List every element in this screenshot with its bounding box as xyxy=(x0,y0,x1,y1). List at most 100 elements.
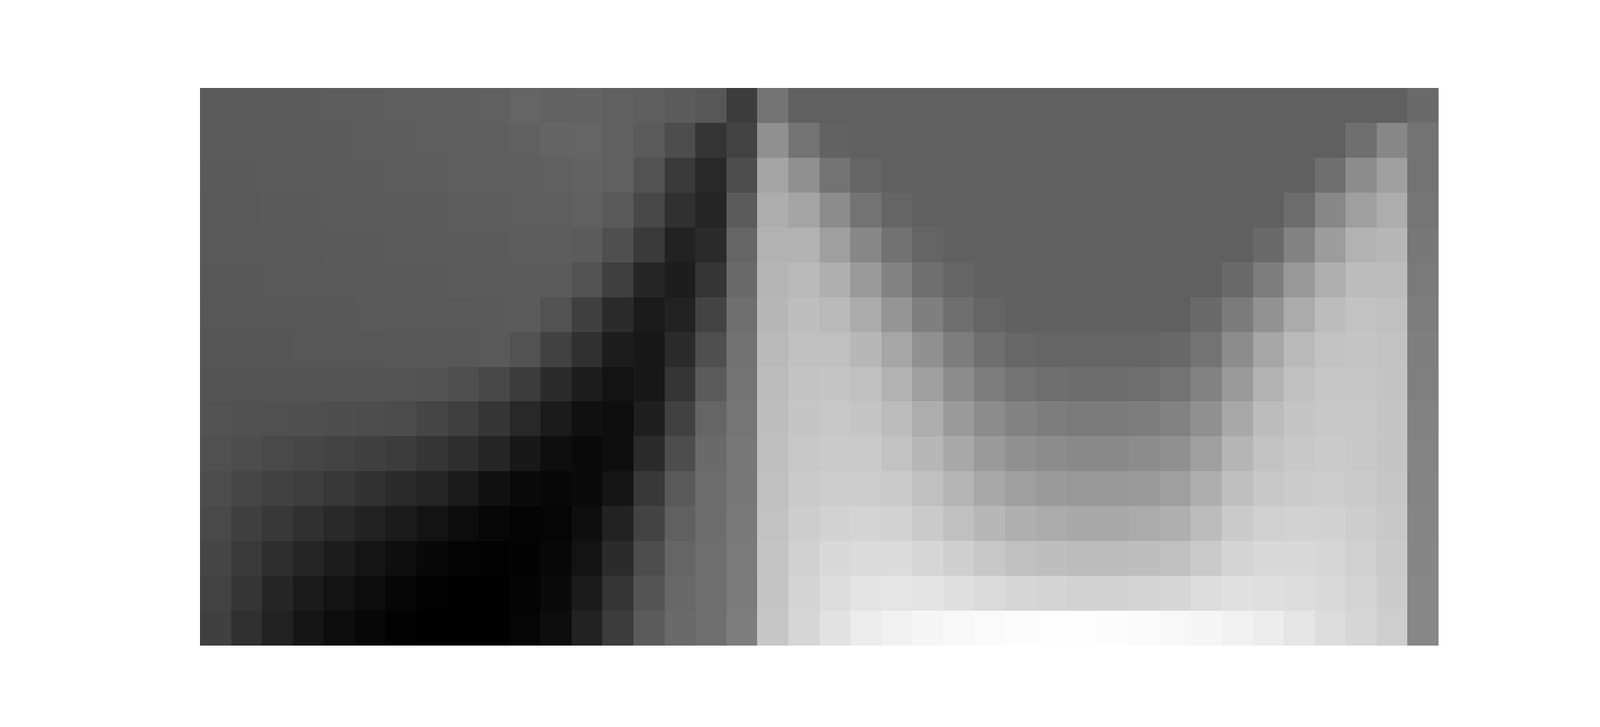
heatmap-cell xyxy=(1098,436,1130,472)
heatmap-cell xyxy=(973,227,1006,264)
heatmap-cell xyxy=(540,192,572,229)
heatmap-cell xyxy=(231,610,263,646)
heatmap-cell xyxy=(819,471,851,507)
heatmap-cell xyxy=(850,401,882,438)
heatmap-cell xyxy=(1160,367,1192,403)
heatmap-cell xyxy=(1066,332,1099,368)
heatmap-cell xyxy=(200,297,232,334)
heatmap-cell xyxy=(726,541,758,577)
heatmap-cell xyxy=(200,88,232,124)
heatmap-cell xyxy=(943,436,975,472)
heatmap-cell xyxy=(881,401,913,438)
heatmap-cell xyxy=(819,297,851,334)
heatmap-cell xyxy=(1253,471,1285,507)
heatmap-cell xyxy=(1283,332,1315,368)
heatmap-cell xyxy=(509,506,542,542)
heatmap-cell xyxy=(1066,436,1099,472)
heatmap-cell xyxy=(1345,506,1377,542)
heatmap-cell xyxy=(571,471,603,507)
heatmap-cell xyxy=(1160,262,1192,299)
heatmap-cell xyxy=(788,506,820,542)
heatmap-cell xyxy=(231,506,263,542)
heatmap-cell xyxy=(478,367,510,403)
heatmap-cell xyxy=(633,471,665,507)
heatmap-cell xyxy=(1221,122,1254,159)
heatmap-cell xyxy=(881,88,913,124)
heatmap-cell xyxy=(323,262,355,299)
heatmap-cell xyxy=(571,610,603,646)
heatmap-cell xyxy=(973,262,1006,299)
heatmap-cell xyxy=(695,541,727,577)
heatmap-cell xyxy=(1407,157,1439,194)
heatmap-cell xyxy=(1098,610,1130,646)
heatmap-cell xyxy=(261,192,294,229)
heatmap-cell xyxy=(1128,227,1160,264)
heatmap-cell xyxy=(1253,401,1285,438)
heatmap-cell xyxy=(231,471,263,507)
heatmap-cell xyxy=(757,88,789,124)
heatmap-cell xyxy=(1376,192,1408,229)
heatmap-cell xyxy=(1345,367,1377,403)
heatmap-cell xyxy=(633,88,665,124)
heatmap-cell xyxy=(571,576,603,612)
heatmap-cell xyxy=(478,506,510,542)
heatmap-cell xyxy=(354,192,387,229)
heatmap-cell xyxy=(1128,157,1160,194)
heatmap-cell xyxy=(1190,297,1222,334)
heatmap-cell xyxy=(726,262,758,299)
heatmap-cell xyxy=(1376,88,1408,124)
heatmap-cell xyxy=(200,506,232,542)
heatmap-cell xyxy=(881,506,913,542)
heatmap-cell xyxy=(912,506,944,542)
heatmap-cell xyxy=(200,262,232,299)
heatmap-cell xyxy=(416,227,448,264)
heatmap-cell xyxy=(231,157,263,194)
heatmap-cell xyxy=(1036,471,1068,507)
heatmap-cell xyxy=(757,367,789,403)
heatmap-cell xyxy=(664,88,696,124)
heatmap-cell xyxy=(1314,332,1347,368)
heatmap-cell xyxy=(1066,227,1099,264)
heatmap-cell xyxy=(912,471,944,507)
heatmap-cell xyxy=(1036,297,1068,334)
heatmap-cell xyxy=(819,122,851,159)
heatmap-cell xyxy=(323,610,355,646)
heatmap-cell xyxy=(726,471,758,507)
heatmap-cell xyxy=(323,436,355,472)
heatmap-cell xyxy=(973,192,1006,229)
heatmap-cell xyxy=(1221,297,1254,334)
heatmap-cell xyxy=(881,192,913,229)
heatmap-cell xyxy=(1128,401,1160,438)
heatmap-cell xyxy=(1376,297,1408,334)
heatmap-cell xyxy=(1314,88,1347,124)
heatmap-cell xyxy=(819,262,851,299)
heatmap-cell xyxy=(1314,610,1347,646)
heatmap-cell xyxy=(200,157,232,194)
heatmap-cell xyxy=(1283,367,1315,403)
heatmap-cell xyxy=(231,436,263,472)
heatmap-cell xyxy=(478,576,510,612)
heatmap-cell xyxy=(1283,610,1315,646)
heatmap-cell xyxy=(571,436,603,472)
heatmap-cell xyxy=(1160,332,1192,368)
heatmap-cell xyxy=(1376,122,1408,159)
heatmap-cell xyxy=(385,192,417,229)
heatmap-cell xyxy=(1160,471,1192,507)
heatmap-cell xyxy=(416,88,448,124)
heatmap-cell xyxy=(200,576,232,612)
heatmap-cell xyxy=(540,471,572,507)
heatmap-cell xyxy=(695,122,727,159)
heatmap-cell xyxy=(448,332,480,368)
heatmap-cell xyxy=(354,88,387,124)
heatmap-cell xyxy=(293,297,325,334)
heatmap-cell xyxy=(1066,88,1099,124)
heatmap-cell xyxy=(385,227,417,264)
heatmap-cell xyxy=(540,227,572,264)
heatmap-cell xyxy=(788,88,820,124)
heatmap-cell xyxy=(293,436,325,472)
heatmap-cell xyxy=(726,157,758,194)
heatmap-cell xyxy=(261,436,294,472)
heatmap-cell xyxy=(571,192,603,229)
heatmap-cell xyxy=(664,192,696,229)
heatmap-cell xyxy=(912,541,944,577)
